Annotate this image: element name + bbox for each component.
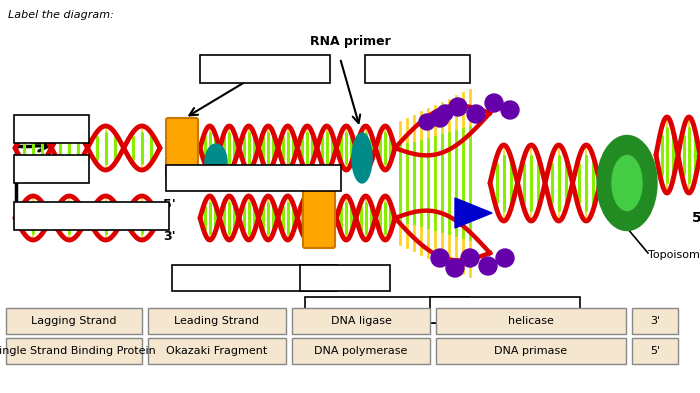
FancyBboxPatch shape	[14, 115, 89, 143]
Text: Topoisomerase: Topoisomerase	[648, 250, 700, 260]
Circle shape	[419, 114, 435, 130]
Circle shape	[437, 105, 453, 121]
Polygon shape	[455, 198, 492, 228]
Text: 5': 5'	[692, 211, 700, 225]
FancyBboxPatch shape	[148, 338, 286, 364]
FancyBboxPatch shape	[292, 308, 430, 334]
FancyBboxPatch shape	[172, 265, 337, 291]
Text: 3': 3'	[692, 146, 700, 160]
FancyBboxPatch shape	[292, 338, 430, 364]
Circle shape	[479, 257, 497, 275]
Text: 3': 3'	[163, 231, 176, 244]
Ellipse shape	[352, 133, 372, 183]
Text: DNA polymerase: DNA polymerase	[314, 346, 407, 356]
Text: DNA primase: DNA primase	[494, 346, 568, 356]
Ellipse shape	[205, 144, 227, 180]
Text: 5': 5'	[163, 198, 176, 211]
Circle shape	[501, 101, 519, 119]
FancyBboxPatch shape	[300, 265, 390, 291]
FancyBboxPatch shape	[436, 308, 626, 334]
Circle shape	[485, 94, 503, 112]
Circle shape	[431, 109, 449, 127]
FancyBboxPatch shape	[200, 55, 330, 83]
Circle shape	[496, 249, 514, 267]
FancyBboxPatch shape	[632, 338, 678, 364]
FancyBboxPatch shape	[365, 55, 470, 83]
Text: helicase: helicase	[508, 316, 554, 326]
Text: 5': 5'	[650, 346, 660, 356]
Circle shape	[446, 259, 464, 277]
Text: RNA primer: RNA primer	[310, 35, 391, 48]
FancyBboxPatch shape	[303, 188, 335, 248]
FancyBboxPatch shape	[305, 297, 470, 323]
Text: Label the diagram:: Label the diagram:	[8, 10, 114, 20]
Circle shape	[467, 105, 485, 123]
FancyBboxPatch shape	[14, 202, 169, 230]
FancyBboxPatch shape	[436, 338, 626, 364]
Text: DNA ligase: DNA ligase	[330, 316, 391, 326]
FancyBboxPatch shape	[430, 297, 580, 323]
FancyBboxPatch shape	[6, 308, 142, 334]
Text: Okazaki Fragment: Okazaki Fragment	[167, 346, 267, 356]
Ellipse shape	[597, 136, 657, 231]
FancyBboxPatch shape	[166, 165, 341, 191]
FancyBboxPatch shape	[166, 118, 198, 178]
Text: Leading Strand: Leading Strand	[174, 316, 260, 326]
Circle shape	[431, 249, 449, 267]
FancyBboxPatch shape	[148, 308, 286, 334]
FancyBboxPatch shape	[14, 155, 89, 183]
Text: Single Strand Binding Protein: Single Strand Binding Protein	[0, 346, 156, 356]
Circle shape	[461, 249, 479, 267]
FancyBboxPatch shape	[6, 338, 142, 364]
FancyBboxPatch shape	[632, 308, 678, 334]
Text: 3': 3'	[650, 316, 660, 326]
Ellipse shape	[612, 156, 642, 211]
Text: Lagging Strand: Lagging Strand	[32, 316, 117, 326]
Circle shape	[449, 98, 467, 116]
